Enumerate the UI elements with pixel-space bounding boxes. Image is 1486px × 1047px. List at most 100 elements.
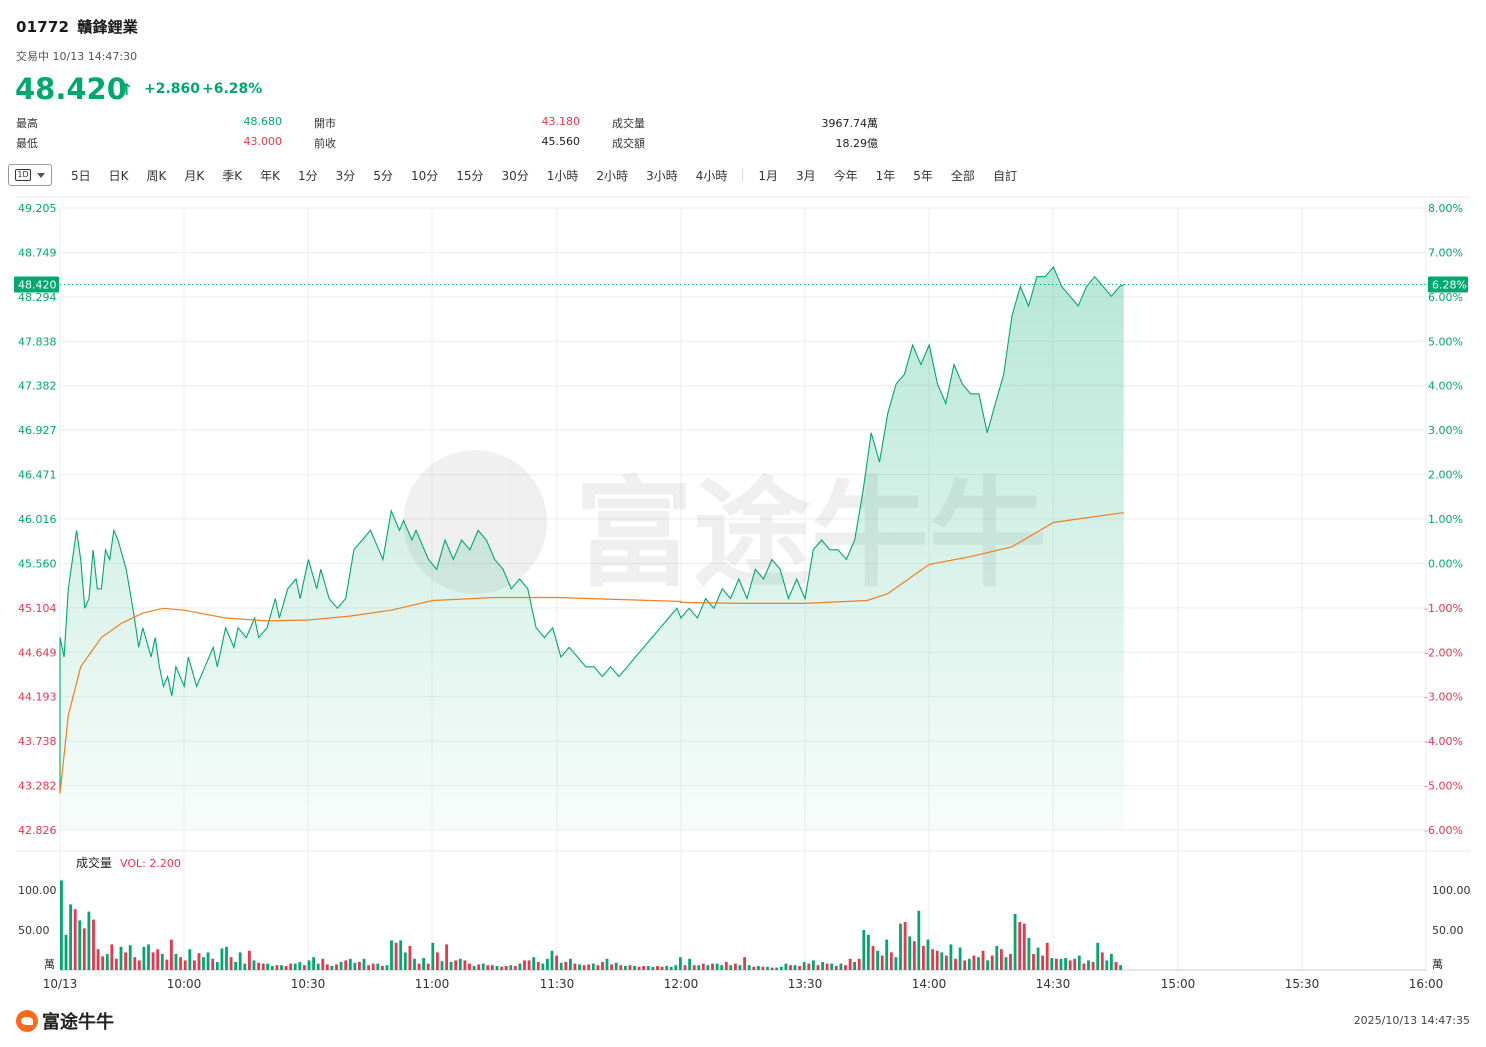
volume-bar (381, 966, 384, 970)
volume-bar (211, 958, 215, 970)
period-option[interactable]: 全部 (950, 168, 975, 183)
volume-bar (711, 963, 714, 970)
volume-bar (935, 950, 939, 970)
volume-bar (825, 963, 829, 970)
last-pct-badge-label: 6.28% (1432, 279, 1467, 292)
price-line[interactable] (59, 265, 1125, 794)
volume-bar (619, 965, 623, 970)
x-tick-label: 15:00 (1161, 977, 1196, 991)
period-option[interactable]: 30分 (501, 168, 529, 183)
volume-bar (399, 940, 403, 970)
volume-bar (266, 963, 270, 970)
volume-bar (481, 963, 485, 970)
volume-bar (757, 966, 760, 970)
volume-bar (775, 967, 779, 970)
volume-bar (605, 958, 609, 970)
volume-bar (674, 965, 678, 970)
volume-bar (426, 963, 430, 970)
volume-bar (362, 958, 366, 970)
volume-bar (179, 957, 182, 970)
intraday-chart[interactable]: 49.205 8.00% 48.749 7.00% 48.294 6.00% 47.838 5… (0, 0, 1486, 1000)
period-option[interactable]: 周K (146, 168, 167, 183)
period-option[interactable]: 1月 (758, 168, 778, 183)
volume-bar (280, 965, 283, 970)
period-option[interactable]: 月K (184, 168, 205, 183)
pct-tick-label: 6.00% (1428, 291, 1463, 304)
volume-bar (147, 944, 150, 970)
volume-bar (64, 934, 68, 970)
period-option[interactable]: 3小時 (646, 168, 678, 183)
volume-bar (624, 966, 627, 970)
period-option[interactable]: 年K (260, 168, 281, 183)
volume-bar (1041, 955, 1044, 970)
period-option[interactable]: 10分 (410, 168, 439, 183)
y-tick-label: 45.560 (18, 557, 57, 570)
volume-bar (440, 961, 444, 970)
volume-bar (926, 939, 930, 970)
period-option[interactable]: 自訂 (992, 168, 1017, 183)
volume-bar (413, 958, 416, 970)
volume-bar (1050, 958, 1054, 970)
period-option[interactable]: 1分 (298, 168, 318, 183)
volume-bar (986, 960, 989, 970)
period-option[interactable]: 3分 (335, 168, 356, 183)
stat-volume-label: 成交量 (612, 117, 645, 130)
volume-bar (1009, 954, 1012, 970)
period-option[interactable]: 1小時 (546, 168, 579, 183)
period-option[interactable]: 5日 (71, 168, 91, 183)
period-option[interactable]: 5年 (913, 168, 933, 183)
last-price-badge-label: 48.420 (18, 279, 57, 292)
volume-bar (133, 957, 137, 970)
y-tick-label: 45.104 (18, 602, 57, 615)
x-tick-label: 14:30 (1036, 977, 1071, 991)
volume-bar (633, 966, 636, 970)
y-tick-label: 43.282 (18, 780, 57, 793)
volume-bar (257, 962, 260, 970)
volume-bar (802, 962, 806, 970)
period-option[interactable]: 15分 (456, 168, 484, 183)
volume-bar (78, 920, 82, 970)
volume-bar (931, 949, 934, 970)
volume-bar (1018, 922, 1022, 970)
volume-bar (550, 950, 554, 970)
volume-bar (243, 963, 247, 970)
period-option[interactable]: 季K (222, 168, 243, 183)
volume-bar (137, 960, 141, 970)
volume-bar (353, 962, 357, 970)
period-dropdown[interactable]: 1D (8, 164, 52, 186)
volume-bar (509, 965, 513, 970)
volume-bar (917, 910, 921, 970)
x-tick-label: 11:30 (540, 977, 575, 991)
volume-bar (513, 966, 517, 970)
volume-bar (252, 960, 256, 970)
volume-bar (940, 952, 944, 970)
stock-code: 01772 (16, 18, 70, 36)
period-option[interactable]: 日K (108, 168, 129, 183)
period-option[interactable]: 今年 (833, 168, 858, 183)
volume-bar (234, 962, 237, 970)
period-option[interactable]: 5分 (373, 168, 393, 183)
y-tick-label: 42.826 (18, 824, 57, 837)
volume-bar (1087, 960, 1090, 970)
period-option[interactable]: 4小時 (695, 168, 728, 183)
volume-bar (92, 919, 95, 970)
pct-tick-label: -6.00% (1424, 824, 1463, 837)
volume-indicator: VOL: 2.200 (120, 857, 181, 870)
volume-bar (536, 962, 540, 970)
volume-bar (73, 909, 77, 970)
x-tick-label: 16:00 (1409, 977, 1444, 991)
volume-bar (564, 962, 568, 970)
volume-bar (1091, 962, 1095, 970)
volume-bar (156, 949, 160, 970)
volume-bar (367, 965, 370, 970)
volume-bar (546, 958, 549, 970)
volume-bar (981, 950, 985, 970)
volume-bar (899, 923, 902, 970)
volume-bar (889, 952, 893, 970)
period-option[interactable]: 2小時 (596, 168, 629, 183)
stat-open-value: 43.180 (541, 115, 581, 128)
period-option[interactable]: 1年 (875, 168, 896, 183)
volume-bar (193, 960, 196, 970)
period-option[interactable]: 3月 (795, 168, 816, 183)
volume-bar (1064, 958, 1067, 970)
